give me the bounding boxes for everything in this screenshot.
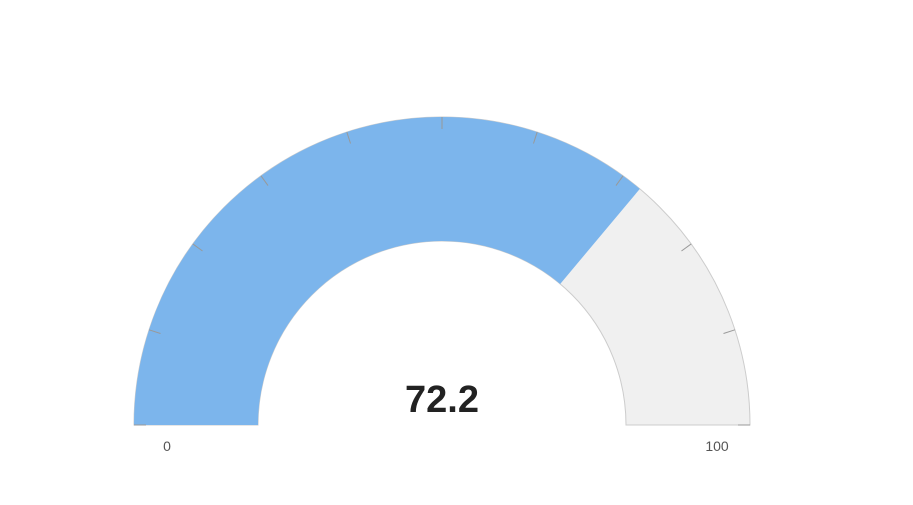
gauge-value-band — [134, 116, 640, 425]
gauge-tick — [681, 243, 692, 252]
gauge-tick — [532, 131, 538, 144]
gauge-tick — [723, 329, 736, 335]
gauge-tick — [615, 175, 624, 186]
gauge-tick — [346, 131, 352, 144]
gauge-tick — [192, 243, 203, 252]
gauge-tick — [148, 329, 161, 335]
gauge-max-label: 100 — [705, 438, 729, 454]
gauge-tick — [260, 175, 269, 186]
gauge-ticks — [134, 117, 750, 426]
gauge-min-label: 0 — [163, 438, 171, 454]
gauge-value-label: 72.2 — [405, 379, 479, 421]
